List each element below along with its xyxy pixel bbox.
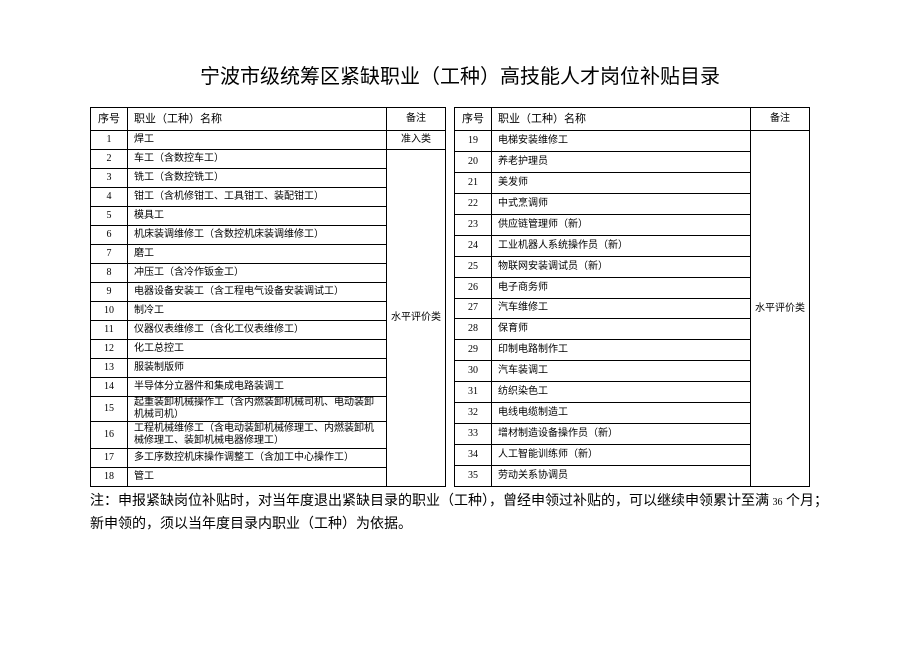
left-table: 序号 职业（工种）名称 备注 1焊工准入类2车工（含数控车工）水平评价类3铣工（… <box>90 107 446 487</box>
cell-name: 美发师 <box>492 172 751 193</box>
cell-seq: 8 <box>91 264 128 283</box>
cell-seq: 9 <box>91 283 128 302</box>
cell-seq: 6 <box>91 226 128 245</box>
cell-seq: 11 <box>91 321 128 340</box>
cell-seq: 19 <box>455 131 492 152</box>
table-row: 19电梯安装维修工水平评价类 <box>455 131 810 152</box>
cell-seq: 20 <box>455 151 492 172</box>
cell-name: 物联网安装调试员（新） <box>492 256 751 277</box>
footnote-number: 36 <box>773 497 783 508</box>
cell-seq: 13 <box>91 359 128 378</box>
cell-name: 印制电路制作工 <box>492 340 751 361</box>
cell-name: 制冷工 <box>128 302 387 321</box>
table-row: 2车工（含数控车工）水平评价类 <box>91 150 446 169</box>
cell-note: 水平评价类 <box>387 150 446 487</box>
cell-name: 半导体分立器件和集成电路装调工 <box>128 378 387 397</box>
cell-seq: 4 <box>91 188 128 207</box>
cell-name: 管工 <box>128 468 387 487</box>
cell-name: 电器设备安装工（含工程电气设备安装调试工） <box>128 283 387 302</box>
cell-seq: 21 <box>455 172 492 193</box>
cell-name: 养老护理员 <box>492 151 751 172</box>
cell-name: 多工序数控机床操作调整工（含加工中心操作工） <box>128 449 387 468</box>
cell-seq: 10 <box>91 302 128 321</box>
cell-seq: 32 <box>455 403 492 424</box>
cell-seq: 18 <box>91 468 128 487</box>
cell-name: 工业机器人系统操作员（新） <box>492 235 751 256</box>
cell-seq: 15 <box>91 397 128 422</box>
cell-seq: 14 <box>91 378 128 397</box>
cell-note: 水平评价类 <box>751 131 810 487</box>
cell-note: 准入类 <box>387 131 446 150</box>
cell-name: 服装制版师 <box>128 359 387 378</box>
cell-seq: 28 <box>455 319 492 340</box>
cell-seq: 25 <box>455 256 492 277</box>
cell-name: 起重装卸机械操作工（含内燃装卸机械司机、电动装卸机械司机） <box>128 397 387 422</box>
cell-name: 电子商务师 <box>492 277 751 298</box>
tables-container: 序号 职业（工种）名称 备注 1焊工准入类2车工（含数控车工）水平评价类3铣工（… <box>90 107 830 487</box>
cell-name: 化工总控工 <box>128 340 387 359</box>
page-title: 宁波市级统筹区紧缺职业（工种）高技能人才岗位补贴目录 <box>90 60 830 89</box>
cell-name: 磨工 <box>128 245 387 264</box>
right-table: 序号 职业（工种）名称 备注 19电梯安装维修工水平评价类20养老护理员21美发… <box>454 107 810 487</box>
cell-seq: 17 <box>91 449 128 468</box>
cell-seq: 23 <box>455 214 492 235</box>
cell-name: 人工智能训练师（新） <box>492 445 751 466</box>
cell-seq: 30 <box>455 361 492 382</box>
cell-seq: 26 <box>455 277 492 298</box>
cell-name: 焊工 <box>128 131 387 150</box>
cell-seq: 5 <box>91 207 128 226</box>
footnote: 注：申报紧缺岗位补贴时，对当年度退出紧缺目录的职业（工种），曾经申领过补贴的，可… <box>90 491 830 536</box>
cell-name: 供应链管理师（新） <box>492 214 751 235</box>
cell-name: 电梯安装维修工 <box>492 131 751 152</box>
cell-name: 车工（含数控车工） <box>128 150 387 169</box>
header-name: 职业（工种）名称 <box>492 108 751 131</box>
cell-name: 中式烹调师 <box>492 193 751 214</box>
cell-name: 机床装调维修工（含数控机床装调维修工） <box>128 226 387 245</box>
cell-name: 汽车维修工 <box>492 298 751 319</box>
header-name: 职业（工种）名称 <box>128 108 387 131</box>
cell-name: 保育师 <box>492 319 751 340</box>
cell-name: 增材制造设备操作员（新） <box>492 424 751 445</box>
cell-name: 劳动关系协调员 <box>492 466 751 487</box>
cell-seq: 27 <box>455 298 492 319</box>
header-seq: 序号 <box>91 108 128 131</box>
cell-name: 铣工（含数控铣工） <box>128 169 387 188</box>
cell-seq: 22 <box>455 193 492 214</box>
cell-seq: 31 <box>455 382 492 403</box>
cell-seq: 1 <box>91 131 128 150</box>
cell-name: 工程机械维修工（含电动装卸机械修理工、内燃装卸机械修理工、装卸机械电器修理工） <box>128 422 387 449</box>
cell-name: 钳工（含机修钳工、工具钳工、装配钳工） <box>128 188 387 207</box>
cell-name: 纺织染色工 <box>492 382 751 403</box>
cell-seq: 3 <box>91 169 128 188</box>
cell-seq: 24 <box>455 235 492 256</box>
cell-seq: 7 <box>91 245 128 264</box>
cell-seq: 2 <box>91 150 128 169</box>
cell-name: 模具工 <box>128 207 387 226</box>
cell-seq: 16 <box>91 422 128 449</box>
cell-seq: 33 <box>455 424 492 445</box>
header-note: 备注 <box>387 108 446 131</box>
header-seq: 序号 <box>455 108 492 131</box>
cell-name: 汽车装调工 <box>492 361 751 382</box>
cell-name: 冲压工（含冷作钣金工） <box>128 264 387 283</box>
cell-seq: 34 <box>455 445 492 466</box>
cell-seq: 29 <box>455 340 492 361</box>
cell-name: 仪器仪表维修工（含化工仪表维修工） <box>128 321 387 340</box>
cell-seq: 12 <box>91 340 128 359</box>
table-row: 1焊工准入类 <box>91 131 446 150</box>
cell-seq: 35 <box>455 466 492 487</box>
footnote-text-1: 注：申报紧缺岗位补贴时，对当年度退出紧缺目录的职业（工种），曾经申领过补贴的，可… <box>90 494 773 509</box>
cell-name: 电线电缆制造工 <box>492 403 751 424</box>
header-note: 备注 <box>751 108 810 131</box>
